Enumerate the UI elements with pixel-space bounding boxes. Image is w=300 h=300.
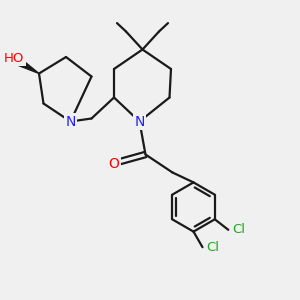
Polygon shape xyxy=(15,58,39,74)
Text: N: N xyxy=(65,115,76,128)
Text: O: O xyxy=(109,157,119,170)
Text: Cl: Cl xyxy=(206,241,219,254)
Text: Cl: Cl xyxy=(232,223,245,236)
Text: HO: HO xyxy=(4,52,25,65)
Text: N: N xyxy=(134,115,145,128)
